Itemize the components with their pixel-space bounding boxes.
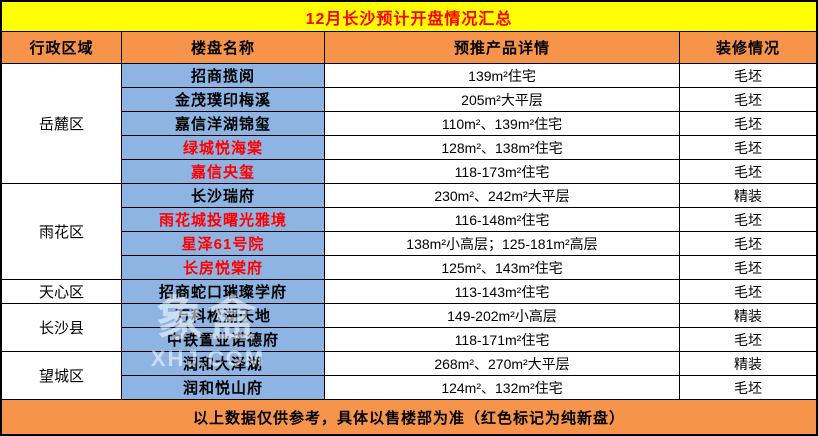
project-name-cell: 绿城悦海棠 [122, 136, 325, 160]
finish-cell: 毛坯 [680, 256, 816, 280]
product-detail-cell: 118-171m²住宅 [325, 328, 680, 352]
project-name-cell: 中铁置业诺德府 [122, 328, 325, 352]
finish-cell: 毛坯 [680, 208, 816, 232]
product-detail-cell: 128m²、138m²住宅 [325, 136, 680, 160]
product-detail-cell: 205m²大平层 [325, 88, 680, 112]
project-name-cell: 招商蛇口璀璨学府 [122, 280, 325, 304]
product-detail-cell: 149-202m²小高层 [325, 304, 680, 328]
column-header-products: 预推产品详情 [325, 32, 680, 64]
region-cell: 雨花区 [2, 184, 122, 280]
finish-cell: 毛坯 [680, 280, 816, 304]
footer-note: 以上数据仅供参考，具体以售楼部为准（红色标记为纯新盘） [2, 400, 816, 434]
finish-cell: 毛坯 [680, 64, 816, 88]
finish-cell: 精装 [680, 184, 816, 208]
region-cell: 望城区 [2, 352, 122, 400]
product-detail-cell: 118-173m²住宅 [325, 160, 680, 184]
project-name-cell: 雨花城投曙光雅境 [122, 208, 325, 232]
finish-cell: 毛坯 [680, 88, 816, 112]
product-detail-cell: 139m²住宅 [325, 64, 680, 88]
product-detail-cell: 138m²小高层；125-181m²高层 [325, 232, 680, 256]
finish-cell: 毛坯 [680, 232, 816, 256]
finish-cell: 毛坯 [680, 112, 816, 136]
project-name-cell: 润和悦山府 [122, 376, 325, 400]
project-name-cell: 嘉信央玺 [122, 160, 325, 184]
column-header-project: 楼盘名称 [122, 32, 325, 64]
finish-cell: 毛坯 [680, 328, 816, 352]
project-name-cell: 长沙瑞府 [122, 184, 325, 208]
project-name-cell: 嘉信洋湖锦玺 [122, 112, 325, 136]
project-name-cell: 星泽61号院 [122, 232, 325, 256]
finish-cell: 精装 [680, 352, 816, 376]
product-detail-cell: 110m²、139m²住宅 [325, 112, 680, 136]
product-detail-cell: 113-143m²住宅 [325, 280, 680, 304]
project-name-cell: 招商揽阅 [122, 64, 325, 88]
product-detail-cell: 124m²、132m²住宅 [325, 376, 680, 400]
page-title: 12月长沙预计开盘情况汇总 [2, 2, 816, 32]
table-body: 岳麓区 招商揽阅 139m²住宅 毛坯 金茂璞印梅溪 205m²大平层 毛坯 嘉信洋湖锦玺 11… [2, 64, 816, 400]
region-cell: 岳麓区 [2, 64, 122, 184]
product-detail-cell: 116-148m²住宅 [325, 208, 680, 232]
finish-cell: 毛坯 [680, 376, 816, 400]
region-cell: 长沙县 [2, 304, 122, 352]
region-cell: 天心区 [2, 280, 122, 304]
finish-cell: 精装 [680, 304, 816, 328]
column-header-region: 行政区域 [2, 32, 122, 64]
table-header-row: 行政区域 楼盘名称 预推产品详情 装修情况 [2, 32, 816, 64]
finish-cell: 毛坯 [680, 136, 816, 160]
product-detail-cell: 268m²、270m²大平层 [325, 352, 680, 376]
project-name-cell: 万科松湖天地 [122, 304, 325, 328]
product-detail-cell: 125m²、143m²住宅 [325, 256, 680, 280]
product-detail-cell: 230m²、242m²大平层 [325, 184, 680, 208]
column-header-finish: 装修情况 [680, 32, 816, 64]
project-name-cell: 润和大泽湖 [122, 352, 325, 376]
finish-cell: 毛坯 [680, 160, 816, 184]
project-name-cell: 长房悦棠府 [122, 256, 325, 280]
project-name-cell: 金茂璞印梅溪 [122, 88, 325, 112]
